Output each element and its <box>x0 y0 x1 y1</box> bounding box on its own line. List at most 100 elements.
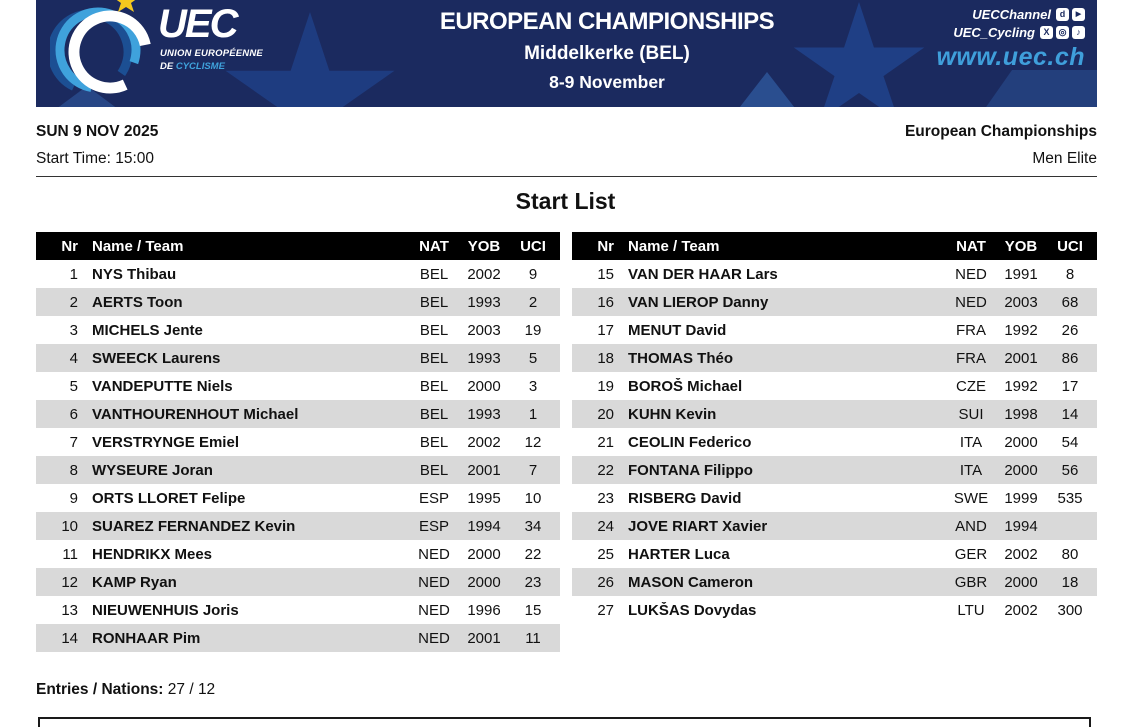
rider-number: 11 <box>62 545 78 563</box>
uec-channel-label[interactable]: UECChannel <box>972 6 1051 22</box>
table-row: 5 VANDEPUTTE Niels BEL 2000 3 <box>36 372 560 400</box>
next-section-box <box>38 717 1091 727</box>
rider-uci-rank: 15 <box>524 601 542 619</box>
rider-nation: BEL <box>419 405 449 423</box>
dailymotion-icon[interactable]: d <box>1056 7 1069 21</box>
rider-nation: NED <box>955 293 987 311</box>
rider-yob: 1993 <box>467 293 501 311</box>
table-row: 11 HENDRIKX Mees NED 2000 22 <box>36 540 560 568</box>
rider-uci-rank: 535 <box>1057 489 1083 507</box>
rider-yob: 2002 <box>467 433 501 451</box>
rider-nation: NED <box>418 629 450 647</box>
x-twitter-icon[interactable]: X <box>1040 25 1053 39</box>
social-row-handle: UEC_Cycling X ◎ ♪ <box>936 23 1085 41</box>
table-row: 21 CEOLIN Federico ITA 2000 54 <box>572 428 1097 456</box>
rider-yob: 2002 <box>467 265 501 283</box>
table-row: 3 MICHELS Jente BEL 2003 19 <box>36 316 560 344</box>
start-list-table-left: Nr Name / Team NAT YOB UCI 1 NYS Thibau … <box>36 232 560 652</box>
rider-nation: GER <box>954 545 988 563</box>
rider-yob: 1992 <box>1004 321 1038 339</box>
rider-number: 5 <box>69 377 78 395</box>
rider-number: 26 <box>597 573 614 591</box>
rider-uci-rank: 56 <box>1061 461 1079 479</box>
instagram-icon[interactable]: ◎ <box>1056 25 1069 39</box>
rider-number: 9 <box>69 489 78 507</box>
table-row: 19 BOROŠ Michael CZE 1992 17 <box>572 372 1097 400</box>
rider-name: RONHAAR Pim <box>92 629 201 647</box>
table-row: 16 VAN LIEROP Danny NED 2003 68 <box>572 288 1097 316</box>
col-header-nr: Nr <box>597 237 614 255</box>
table-row: 6 VANTHOURENHOUT Michael BEL 1993 1 <box>36 400 560 428</box>
rider-name: WYSEURE Joran <box>92 461 213 479</box>
rider-name: AERTS Toon <box>92 293 183 311</box>
rider-number: 25 <box>597 545 614 563</box>
entries-label: Entries / Nations: <box>36 681 164 698</box>
rider-name: MASON Cameron <box>628 573 754 591</box>
rider-nation: SUI <box>958 405 984 423</box>
table-row: 12 KAMP Ryan NED 2000 23 <box>36 568 560 596</box>
decorative-star <box>793 2 925 107</box>
rider-number: 20 <box>597 405 614 423</box>
rider-uci-rank: 12 <box>524 433 542 451</box>
rider-number: 24 <box>597 517 614 535</box>
rider-nation: ESP <box>418 517 449 535</box>
rider-uci-rank: 5 <box>528 349 538 367</box>
table-row: 27 LUKŠAS Dovydas LTU 2002 300 <box>572 596 1097 624</box>
rider-number: 10 <box>61 517 78 535</box>
rider-number: 19 <box>597 377 614 395</box>
rider-nation: NED <box>418 573 450 591</box>
rider-name: KAMP Ryan <box>92 573 177 591</box>
rider-number: 18 <box>597 349 614 367</box>
start-list-table-right: Nr Name / Team NAT YOB UCI 15 VAN DER HA… <box>572 232 1097 624</box>
col-header-yob: YOB <box>467 237 501 255</box>
rider-name: FONTANA Filippo <box>628 461 753 479</box>
rider-name: JOVE RIART Xavier <box>628 517 768 535</box>
rider-name: ORTS LLORET Felipe <box>92 489 246 507</box>
rider-name: NYS Thibau <box>92 265 177 283</box>
rider-uci-rank: 2 <box>528 293 538 311</box>
divider-line <box>36 176 1097 177</box>
rider-nation: BEL <box>419 293 449 311</box>
rider-nation: BEL <box>419 265 449 283</box>
col-header-nat: NAT <box>956 237 986 255</box>
rider-uci-rank: 23 <box>524 573 542 591</box>
table-row: 20 KUHN Kevin SUI 1998 14 <box>572 400 1097 428</box>
rider-yob: 2001 <box>1004 349 1038 367</box>
table-row: 7 VERSTRYNGE Emiel BEL 2002 12 <box>36 428 560 456</box>
entries-summary: Entries / Nations: 27 / 12 <box>36 681 215 699</box>
rider-name: MENUT David <box>628 321 727 339</box>
entries-value: 27 / 12 <box>167 681 216 698</box>
decorative-wedge <box>983 70 1097 107</box>
rider-name: VAN DER HAAR Lars <box>628 265 778 283</box>
table-row: 15 VAN DER HAAR Lars NED 1991 8 <box>572 260 1097 288</box>
website-link[interactable]: www.uec.ch <box>936 43 1085 71</box>
rider-uci-rank: 18 <box>1061 573 1079 591</box>
rider-number: 21 <box>597 433 614 451</box>
rider-uci-rank: 22 <box>524 545 542 563</box>
table-row: 18 THOMAS Théo FRA 2001 86 <box>572 344 1097 372</box>
rider-nation: BEL <box>419 461 449 479</box>
rider-number: 7 <box>69 433 78 451</box>
rider-yob: 1993 <box>467 405 501 423</box>
rider-yob: 1999 <box>1004 489 1038 507</box>
table-body: 1 NYS Thibau BEL 2002 9 2 AERTS Toon BEL… <box>36 260 560 652</box>
tiktok-icon[interactable]: ♪ <box>1072 25 1085 39</box>
rider-uci-rank: 8 <box>1065 265 1075 283</box>
table-row: 17 MENUT David FRA 1992 26 <box>572 316 1097 344</box>
youtube-icon[interactable]: ▶ <box>1072 7 1085 21</box>
rider-yob: 1995 <box>467 489 501 507</box>
rider-yob: 2003 <box>1004 293 1038 311</box>
rider-uci-rank: 7 <box>528 461 538 479</box>
table-header-row: Nr Name / Team NAT YOB UCI <box>36 232 560 260</box>
rider-yob: 2001 <box>467 629 501 647</box>
championship-name: European Championships <box>904 123 1097 140</box>
rider-nation: AND <box>955 517 987 535</box>
rider-yob: 2000 <box>467 545 501 563</box>
social-row-channel: UECChannel d ▶ <box>936 5 1085 23</box>
rider-number: 8 <box>69 461 78 479</box>
rider-uci-rank: 14 <box>1061 405 1079 423</box>
rider-yob: 2003 <box>467 321 501 339</box>
table-body: 15 VAN DER HAAR Lars NED 1991 8 16 VAN L… <box>572 260 1097 624</box>
uec-cycling-label[interactable]: UEC_Cycling <box>953 24 1035 40</box>
